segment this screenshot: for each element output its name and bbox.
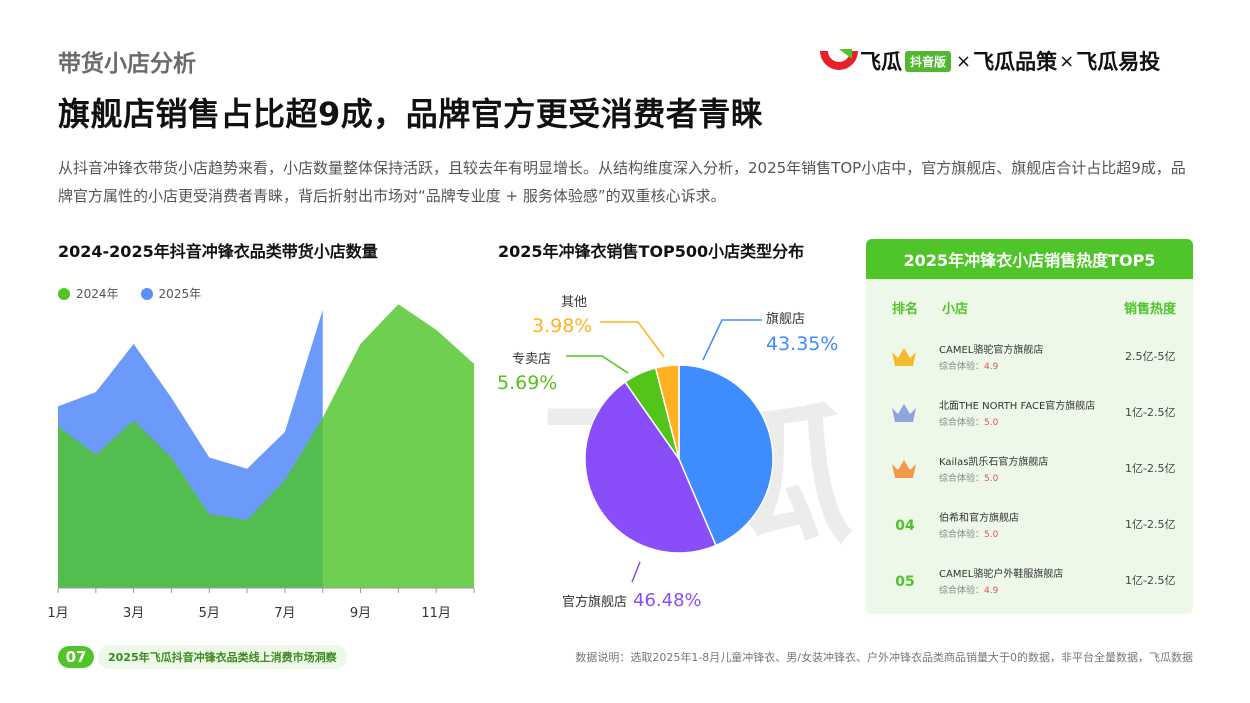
report-title: 2025年飞瓜抖音冲锋衣品类线上消费市场洞察 [98,645,347,669]
store-score: 综合体验：4.9 [939,586,999,596]
legend-label: 2025年 [158,287,202,301]
store-score: 综合体验：5.0 [939,530,999,540]
store-name: Kailas凯乐石官方旗舰店 [939,457,1049,468]
sales-heat: 1亿-2.5亿 [1125,406,1176,419]
brand-name-pince: 飞瓜品策 [973,50,1058,74]
store-name: CAMEL骆驼官方旗舰店 [939,345,1044,356]
x-tick-label: 7月 [274,606,295,621]
store-name: CAMEL骆驼户外鞋服旗舰店 [939,569,1064,580]
legend-item-2024: 2024年 [58,285,119,302]
footer-report-badge: 07 2025年飞瓜抖音冲锋衣品类线上消费市场洞察 [58,645,347,669]
top5-row: 04 伯希和官方旗舰店 综合体验：5.0 1亿-2.5亿 [866,506,1193,546]
brand-separator: × [956,50,972,72]
rank-number: 05 [895,574,915,590]
top5-header-rank: 排名 [892,302,919,317]
x-tick-label: 11月 [421,606,451,621]
top5-title: 2025年冲锋衣小店销售热度TOP5 [866,239,1193,279]
bronze-crown-icon [892,460,916,478]
top5-panel [866,239,1193,614]
feigua-logo-icon [820,49,858,70]
sales-heat: 1亿-2.5亿 [1125,462,1176,475]
brand-badge-douyin: 抖音版 [905,50,952,72]
page-number: 07 [58,646,94,668]
brand-name-yitou: 飞瓜易投 [1076,50,1161,74]
silver-crown-icon [892,404,916,422]
brand-name-feigua: 飞瓜 [860,50,902,74]
x-tick-label: 3月 [123,606,144,621]
brand-logo-bar: 飞瓜 抖音版 × 飞瓜品策 × 飞瓜易投 [818,44,1160,78]
store-score: 综合体验：4.9 [939,362,999,372]
legend-item-2025: 2025年 [140,285,202,302]
x-tick-label: 5月 [199,606,220,621]
top5-header-heat: 销售热度 [1124,302,1177,317]
sales-heat: 2.5亿-5亿 [1125,350,1176,363]
section-title: 带货小店分析 [58,51,196,77]
top5-row: CAMEL骆驼官方旗舰店 综合体验：4.9 2.5亿-5亿 [866,338,1193,378]
gold-crown-icon [892,348,916,366]
x-tick-label: 1月 [47,606,68,621]
area-chart-title: 2024-2025年抖音冲锋衣品类带货小店数量 [58,242,378,261]
x-tick-label: 9月 [350,606,371,621]
top5-row: Kailas凯乐石官方旗舰店 综合体验：5.0 1亿-2.5亿 [866,450,1193,490]
data-note: 数据说明：选取2025年1-8月儿童冲锋衣、男/女装冲锋衣、户外冲锋衣品类商品销… [575,651,1193,664]
store-score: 综合体验：5.0 [939,474,999,484]
page-headline: 旗舰店销售占比超9成，品牌官方更受消费者青睐 [58,95,764,133]
legend-label: 2024年 [76,287,119,301]
brand-separator: × [1059,50,1075,72]
sales-heat: 1亿-2.5亿 [1125,574,1176,587]
store-name: 伯希和官方旗舰店 [939,513,1019,524]
store-score: 综合体验：5.0 [939,418,999,428]
intro-paragraph: 从抖音冲锋衣带货小店趋势来看，小店数量整体保持活跃，且较去年有明显增长。从结构维… [58,159,1186,205]
store-name: 北面THE NORTH FACE官方旗舰店 [939,401,1096,412]
area-series-2024年 [58,304,474,588]
legend-dot-icon [58,287,70,300]
rank-number: 04 [895,518,915,534]
pie-chart-title: 2025年冲锋衣销售TOP500小店类型分布 [498,242,805,261]
area-chart-legend: 2024年 2025年 [58,285,223,302]
top5-row: 05 CAMEL骆驼户外鞋服旗舰店 综合体验：4.9 1亿-2.5亿 [866,562,1193,602]
legend-dot-icon [140,287,153,300]
top5-header-store: 小店 [942,302,969,317]
sales-heat: 1亿-2.5亿 [1125,518,1176,531]
top5-row: 北面THE NORTH FACE官方旗舰店 综合体验：5.0 1亿-2.5亿 [866,394,1193,434]
